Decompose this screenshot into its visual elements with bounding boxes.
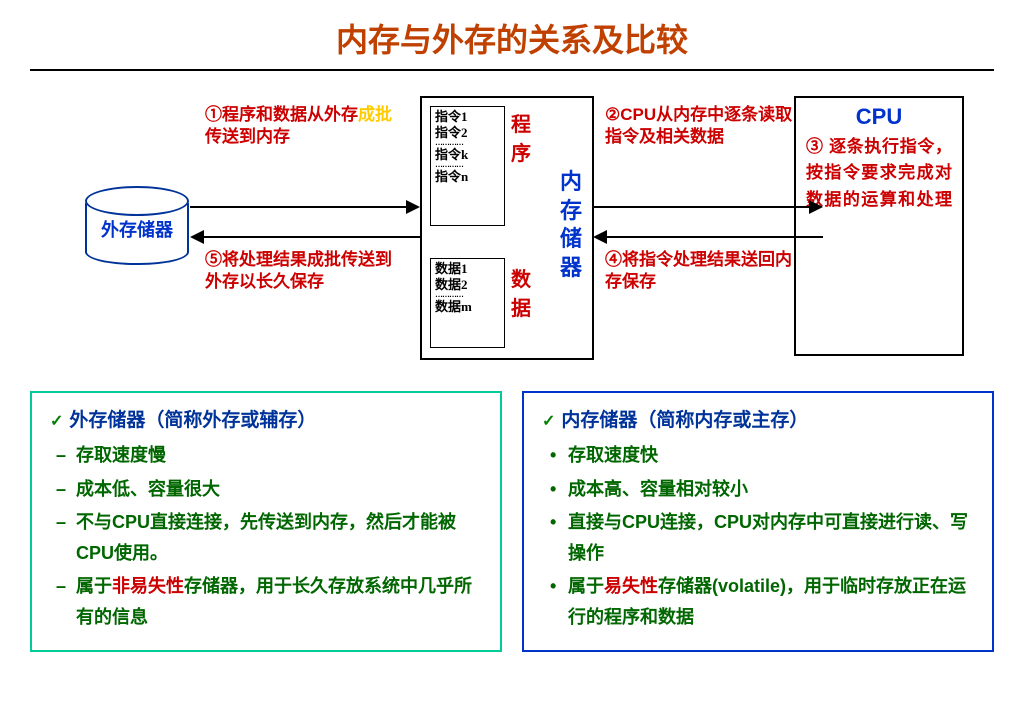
external-panel-title: ✓外存储器（简称外存或辅存） [50,405,482,432]
cpu-node: CPU ③ 逐条执行指令，按指令要求完成对数据的运算和处理 [794,96,964,356]
external-panel: ✓外存储器（简称外存或辅存） –存取速度慢 –成本低、容量很大 –不与CPU直接… [30,391,502,652]
arrow-1 [190,206,408,208]
memory-node: 指令1 指令2 ………… 指令k ………… 指令n 程序 数据1 数据2 ………… [420,96,594,360]
external-storage-node: 外存储器 [85,186,189,265]
arrow-4 [605,236,823,238]
main-title: 内存与外存的关系及比较 [30,15,994,61]
step-2-label: ②CPU从内存中逐条读取指令及相关数据 [605,104,805,148]
comparison-panels: ✓外存储器（简称外存或辅存） –存取速度慢 –成本低、容量很大 –不与CPU直接… [30,391,994,652]
data-label: 数据 [510,263,532,321]
arrow-5 [202,236,420,238]
step-4-label: ④将指令处理结果送回内存保存 [605,249,805,293]
external-points: –存取速度慢 –成本低、容量很大 –不与CPU直接连接，先传送到内存，然后才能被… [50,440,482,633]
cpu-title: CPU [806,104,952,130]
arrow-2 [593,206,811,208]
program-label: 程序 [510,108,532,166]
flow-diagram: 外存储器 指令1 指令2 ………… 指令k ………… 指令n 程序 数据1 数据… [30,86,994,386]
internal-panel: ✓内存储器（简称内存或主存） •存取速度快 •成本高、容量相对较小 •直接与CP… [522,391,994,652]
data-block: 数据1 数据2 ………… 数据m [430,258,505,348]
memory-label: 内存储器 [560,168,584,282]
step-5-label: ⑤将处理结果成批传送到外存以长久保存 [205,249,405,293]
cpu-text: ③ 逐条执行指令，按指令要求完成对数据的运算和处理 [806,134,952,213]
step-1-label: ①程序和数据从外存成批传送到内存 [205,104,400,148]
instruction-block: 指令1 指令2 ………… 指令k ………… 指令n [430,106,505,226]
external-label: 外存储器 [85,216,189,242]
internal-panel-title: ✓内存储器（简称内存或主存） [542,405,974,432]
divider [30,69,994,71]
internal-points: •存取速度快 •成本高、容量相对较小 •直接与CPU连接，CPU对内存中可直接进… [542,440,974,633]
